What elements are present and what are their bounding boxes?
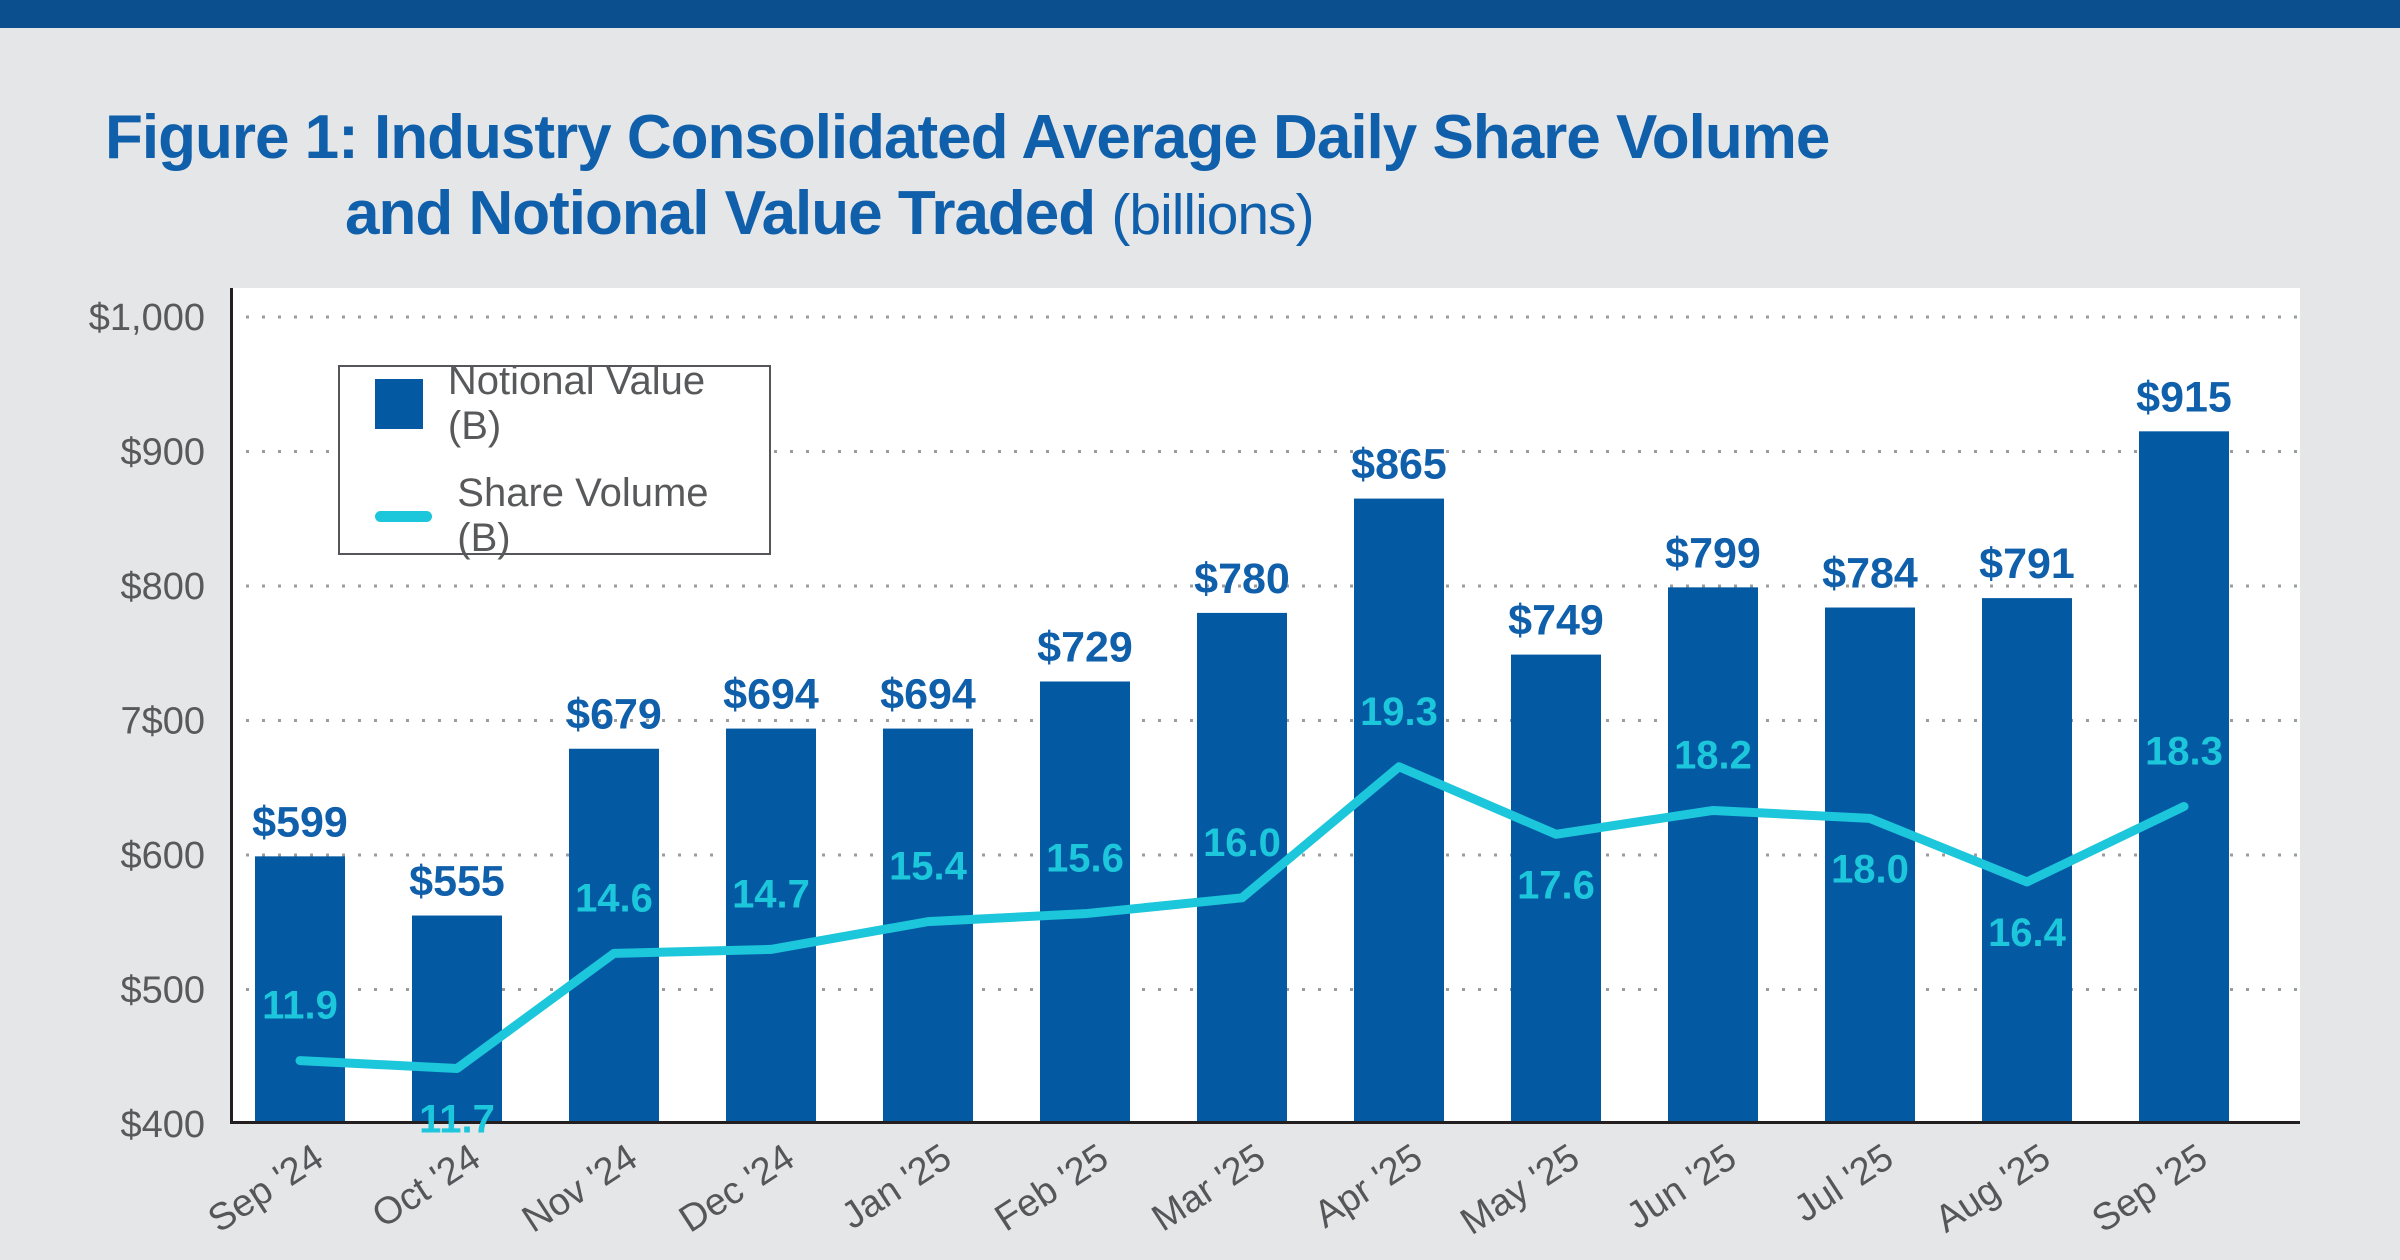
bar-value-label: $679 <box>566 691 662 739</box>
figure-title-line2-main: and Notional Value Traded <box>345 179 1096 248</box>
notional-value-swatch-icon <box>375 379 423 429</box>
x-axis-month-label: Nov '24 <box>515 1136 645 1241</box>
bar-Jun '25 <box>1668 587 1758 1124</box>
bar-value-label: $784 <box>1822 550 1918 598</box>
figure-title-line2: and Notional Value Traded (billions) <box>105 176 1829 253</box>
bar-value-label: $729 <box>1037 623 1133 671</box>
bar-May '25 <box>1511 654 1601 1124</box>
line-value-label: 14.6 <box>575 876 653 920</box>
bar-value-label: $799 <box>1665 529 1761 577</box>
bar-Oct '24 <box>412 915 502 1124</box>
bar-value-label: $555 <box>409 858 505 906</box>
y-axis-tick-label: $400 <box>120 1104 205 1146</box>
x-axis-month-label: Oct '24 <box>365 1136 488 1236</box>
legend-label-notional-value: Notional Value (B) <box>447 359 706 448</box>
bar-Apr '25 <box>1354 498 1444 1124</box>
legend-label-share-volume: Share Volume (B) <box>457 471 709 560</box>
x-axis-month-label: Sep '24 <box>201 1136 331 1241</box>
x-axis-month-label: Feb '25 <box>988 1136 1116 1240</box>
bar-value-label: $791 <box>1979 540 2075 588</box>
bar-value-label: $865 <box>1351 441 1447 489</box>
line-value-label: 11.9 <box>262 984 338 1028</box>
line-value-label: 14.7 <box>732 872 810 916</box>
line-value-label: 11.7 <box>419 1098 495 1142</box>
y-axis-tick-label: $600 <box>120 835 205 877</box>
bar-Feb '25 <box>1040 681 1130 1124</box>
x-axis-month-label: Jan '25 <box>834 1136 959 1237</box>
line-value-label: 18.0 <box>1831 847 1909 891</box>
line-value-label: 18.2 <box>1674 733 1752 777</box>
chart-legend: Notional Value (B) Share Volume (B) <box>338 359 771 560</box>
share-volume-line-icon <box>375 510 433 522</box>
bar-Aug '25 <box>1982 598 2072 1124</box>
x-axis-month-label: Apr '25 <box>1307 1136 1430 1236</box>
legend-item-notional-value: Notional Value (B) <box>375 359 769 449</box>
bar-Sep '24 <box>255 856 345 1124</box>
bar-value-label: $780 <box>1194 555 1290 603</box>
x-axis-month-label: Aug '25 <box>1928 1136 2058 1241</box>
y-axis-tick-label: $800 <box>120 566 205 608</box>
top-accent-bar <box>0 0 2400 28</box>
line-value-label: 19.3 <box>1360 690 1438 734</box>
bar-value-label: $915 <box>2136 373 2232 421</box>
x-axis-month-label: Mar '25 <box>1145 1136 1273 1240</box>
line-value-label: 17.6 <box>1517 863 1595 907</box>
bar-Sep '25 <box>2139 431 2229 1124</box>
bar-Dec '24 <box>726 728 816 1124</box>
y-axis-tick-label: $1,000 <box>89 297 205 339</box>
x-axis-month-label: Dec '24 <box>672 1136 802 1241</box>
figure-title-line2-units: (billions) <box>1111 183 1314 247</box>
x-axis-month-label: May '25 <box>1453 1136 1586 1243</box>
line-value-label: 15.4 <box>889 845 968 889</box>
y-axis-tick-label: $900 <box>120 432 205 474</box>
line-value-label: 16.4 <box>1988 911 2067 955</box>
share-volume-line <box>295 762 2189 1074</box>
y-axis-tick-label: $500 <box>120 970 205 1012</box>
bar-Nov '24 <box>569 748 659 1124</box>
legend-item-share-volume: Share Volume (B) <box>375 471 769 561</box>
bar-Jul '25 <box>1825 607 1915 1124</box>
bar-value-label: $749 <box>1508 597 1604 645</box>
bar-value-label: $694 <box>880 671 976 719</box>
line-value-label: 15.6 <box>1046 837 1124 881</box>
bar-value-label: $694 <box>723 671 819 719</box>
line-value-label: 16.0 <box>1203 821 1281 865</box>
x-axis-month-label: Jun '25 <box>1619 1136 1744 1237</box>
bar-value-label: $599 <box>252 798 348 846</box>
figure-title-line1: Figure 1: Industry Consolidated Average … <box>105 103 1830 172</box>
line-value-label: 18.3 <box>2145 729 2223 773</box>
y-axis-tick-label: 7$00 <box>120 701 205 743</box>
figure-title: Figure 1: Industry Consolidated Average … <box>105 100 1830 253</box>
x-axis-month-label: Jul '25 <box>1787 1136 1901 1230</box>
x-axis-month-label: Sep '25 <box>2085 1136 2215 1241</box>
